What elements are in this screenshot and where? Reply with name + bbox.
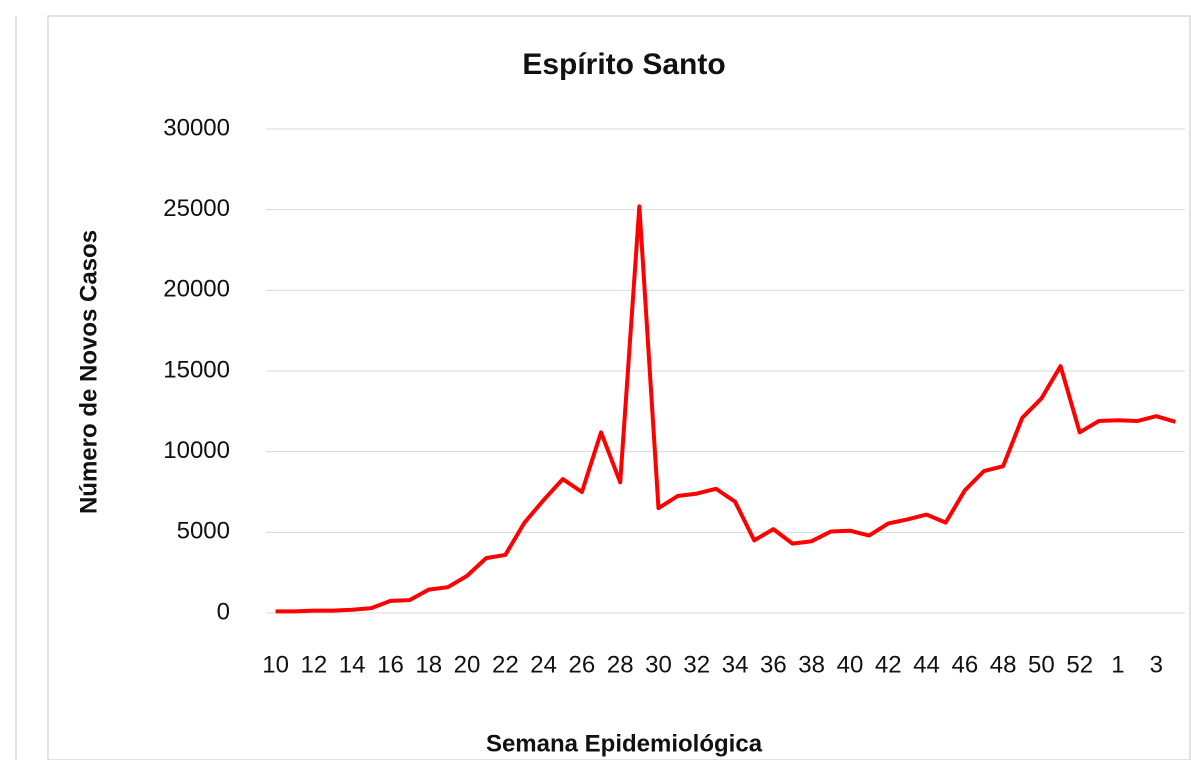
y-tick-label: 20000	[163, 276, 230, 303]
x-tick-label: 42	[875, 651, 902, 678]
x-tick-label: 30	[645, 651, 672, 678]
x-tick-label: 1	[1111, 651, 1124, 678]
x-tick-label: 20	[454, 651, 481, 678]
y-tick-label: 25000	[163, 195, 230, 222]
y-tick-label: 10000	[163, 437, 230, 464]
x-tick-label: 12	[301, 651, 328, 678]
x-tick-label: 40	[837, 651, 864, 678]
x-axis-title: Semana Epidemiológica	[486, 730, 763, 757]
y-tick-label: 5000	[177, 518, 230, 545]
y-tick-label: 30000	[163, 114, 230, 141]
x-tick-label: 52	[1066, 651, 1093, 678]
x-tick-label: 32	[683, 651, 710, 678]
x-tick-label: 34	[722, 651, 749, 678]
x-tick-label: 24	[530, 651, 557, 678]
y-axis-title: Número de Novos Casos	[75, 230, 102, 514]
x-tick-label: 28	[607, 651, 634, 678]
x-tick-label: 14	[339, 651, 366, 678]
x-tick-label: 22	[492, 651, 519, 678]
x-tick-label: 3	[1150, 651, 1163, 678]
y-tick-label: 0	[217, 598, 230, 625]
x-tick-label: 44	[913, 651, 940, 678]
x-tick-label: 36	[760, 651, 787, 678]
chart-frame	[47, 15, 1191, 760]
x-tick-label: 48	[990, 651, 1017, 678]
x-tick-label: 18	[415, 651, 442, 678]
x-tick-label: 16	[377, 651, 404, 678]
x-tick-label: 50	[1028, 651, 1055, 678]
x-tick-label: 10	[262, 651, 289, 678]
y-tick-label: 15000	[163, 356, 230, 383]
chart-title: Espírito Santo	[522, 48, 725, 81]
x-tick-label: 38	[798, 651, 825, 678]
x-tick-label: 26	[569, 651, 596, 678]
x-tick-label: 46	[951, 651, 978, 678]
data-line	[275, 204, 1176, 614]
